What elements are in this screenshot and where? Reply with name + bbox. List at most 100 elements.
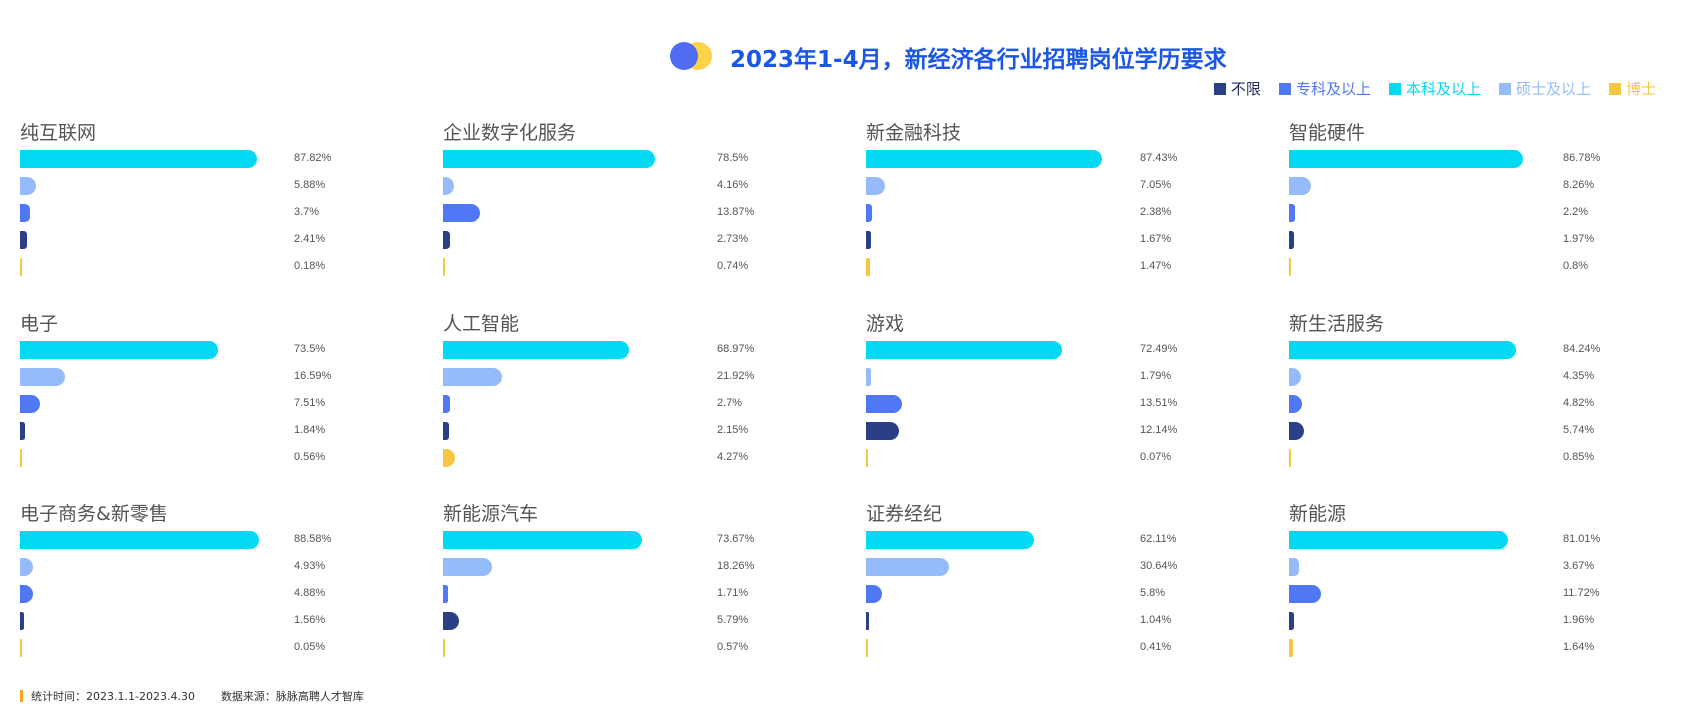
- bar: [866, 558, 949, 576]
- bar-value-label: 87.82%: [294, 152, 332, 164]
- bar-value-label: 0.18%: [294, 260, 326, 272]
- bar: [443, 558, 493, 576]
- bar: [1289, 585, 1321, 603]
- bar-row: 16.59%: [20, 368, 420, 386]
- bar: [443, 585, 448, 603]
- industry-panel: 新能源汽车 73.67% 18.26% 1.71% 5.79% 0.57%: [443, 499, 843, 679]
- panel-title: 人工智能: [443, 313, 520, 335]
- bar-row: 1.47%: [866, 258, 1266, 276]
- bar-row: 5.79%: [443, 612, 843, 630]
- bar: [866, 422, 899, 440]
- bar: [20, 395, 41, 413]
- industry-panel: 新生活服务 84.24% 4.35% 4.82% 5.74% 0.85%: [1289, 309, 1686, 489]
- bar: [20, 177, 36, 195]
- bar-row: 2.15%: [443, 422, 843, 440]
- bar-value-label: 73.67%: [717, 533, 755, 545]
- bar-value-label: 4.16%: [717, 179, 749, 191]
- bar-value-label: 4.88%: [294, 587, 326, 599]
- bar: [866, 177, 886, 195]
- bar-value-label: 1.84%: [294, 424, 326, 436]
- bar-row: 1.97%: [1289, 231, 1686, 249]
- legend-label: 本科及以上: [1405, 80, 1481, 98]
- bar-row: 7.51%: [20, 395, 420, 413]
- bar-row: 1.67%: [866, 231, 1266, 249]
- legend-label: 不限: [1230, 80, 1261, 98]
- bar-value-label: 81.01%: [1563, 533, 1601, 545]
- bar-value-label: 7.51%: [294, 397, 326, 409]
- bar: [866, 231, 871, 249]
- bar-value-label: 5.79%: [717, 614, 749, 626]
- bar-row: 13.51%: [866, 395, 1266, 413]
- bar-row: 11.72%: [1289, 585, 1686, 603]
- bar-row: 7.05%: [866, 177, 1266, 195]
- bar-row: 4.16%: [443, 177, 843, 195]
- legend: 不限 专科及以上 本科及以上 硕士及以上 博士: [1213, 78, 1656, 99]
- panel-title: 游戏: [866, 313, 905, 335]
- legend-swatch: [1278, 82, 1291, 95]
- bar-row: 1.64%: [1289, 639, 1686, 657]
- bar: [1289, 204, 1295, 222]
- industry-panel: 证券经纪 62.11% 30.64% 5.8% 1.04% 0.41%: [866, 499, 1266, 679]
- bar: [866, 585, 882, 603]
- bar-row: 5.8%: [866, 585, 1266, 603]
- bar: [866, 639, 868, 657]
- bar: [20, 449, 22, 467]
- bar-value-label: 72.49%: [1140, 343, 1178, 355]
- bar-row: 0.85%: [1289, 449, 1686, 467]
- logo-icon: [670, 42, 716, 70]
- bar-row: 1.96%: [1289, 612, 1686, 630]
- bar: [1289, 395, 1302, 413]
- bar-row: 1.04%: [866, 612, 1266, 630]
- legend-label: 硕士及以上: [1515, 80, 1591, 98]
- bar: [443, 258, 445, 276]
- bar-value-label: 5.74%: [1563, 424, 1595, 436]
- bar-value-label: 1.71%: [717, 587, 749, 599]
- bar-value-label: 0.07%: [1140, 451, 1172, 463]
- bar: [866, 341, 1062, 359]
- bar-row: 1.71%: [443, 585, 843, 603]
- panel-title: 企业数字化服务: [443, 122, 577, 144]
- bar-value-label: 78.5%: [717, 152, 749, 164]
- bar-value-label: 2.15%: [717, 424, 749, 436]
- bar-value-label: 1.64%: [1563, 641, 1595, 653]
- bar-value-label: 13.51%: [1140, 397, 1178, 409]
- panel-title: 电子: [20, 313, 59, 335]
- bar-row: 0.07%: [866, 449, 1266, 467]
- panel-title: 新生活服务: [1289, 313, 1385, 335]
- bar-value-label: 1.56%: [294, 614, 326, 626]
- bar-row: 1.84%: [20, 422, 420, 440]
- industry-panel: 纯互联网 87.82% 5.88% 3.7% 2.41% 0.18%: [20, 118, 420, 298]
- bar-value-label: 1.96%: [1563, 614, 1595, 626]
- legend-item: 硕士及以上: [1498, 78, 1591, 99]
- bar-row: 8.26%: [1289, 177, 1686, 195]
- bar: [443, 639, 445, 657]
- bar-value-label: 13.87%: [717, 206, 755, 218]
- bar-value-label: 2.7%: [717, 397, 743, 409]
- bar-row: 0.8%: [1289, 258, 1686, 276]
- legend-label: 博士: [1625, 80, 1656, 98]
- legend-swatch: [1213, 82, 1226, 95]
- bar-value-label: 2.38%: [1140, 206, 1172, 218]
- legend-item: 博士: [1608, 78, 1656, 99]
- chart-header: 2023年1-4月，新经济各行业招聘岗位学历要求: [0, 38, 1686, 73]
- bar-row: 1.79%: [866, 368, 1266, 386]
- bar-value-label: 2.73%: [717, 233, 749, 245]
- bar-value-label: 0.74%: [717, 260, 749, 272]
- bar-row: 21.92%: [443, 368, 843, 386]
- bar-value-label: 3.7%: [294, 206, 320, 218]
- industry-panel: 电子 73.5% 16.59% 7.51% 1.84% 0.56%: [20, 309, 420, 489]
- bar-value-label: 8.26%: [1563, 179, 1595, 191]
- industry-panel: 游戏 72.49% 1.79% 13.51% 12.14% 0.07%: [866, 309, 1266, 489]
- bar-value-label: 84.24%: [1563, 343, 1601, 355]
- bar-row: 2.7%: [443, 395, 843, 413]
- bar: [443, 395, 451, 413]
- bar-row: 0.56%: [20, 449, 420, 467]
- panel-title: 纯互联网: [20, 122, 97, 144]
- industry-panel: 新金融科技 87.43% 7.05% 2.38% 1.67% 1.47%: [866, 118, 1266, 298]
- bar-value-label: 87.43%: [1140, 152, 1178, 164]
- bar-row: 0.57%: [443, 639, 843, 657]
- bar-row: 88.58%: [20, 531, 420, 549]
- bar-value-label: 21.92%: [717, 370, 755, 382]
- bar-row: 5.74%: [1289, 422, 1686, 440]
